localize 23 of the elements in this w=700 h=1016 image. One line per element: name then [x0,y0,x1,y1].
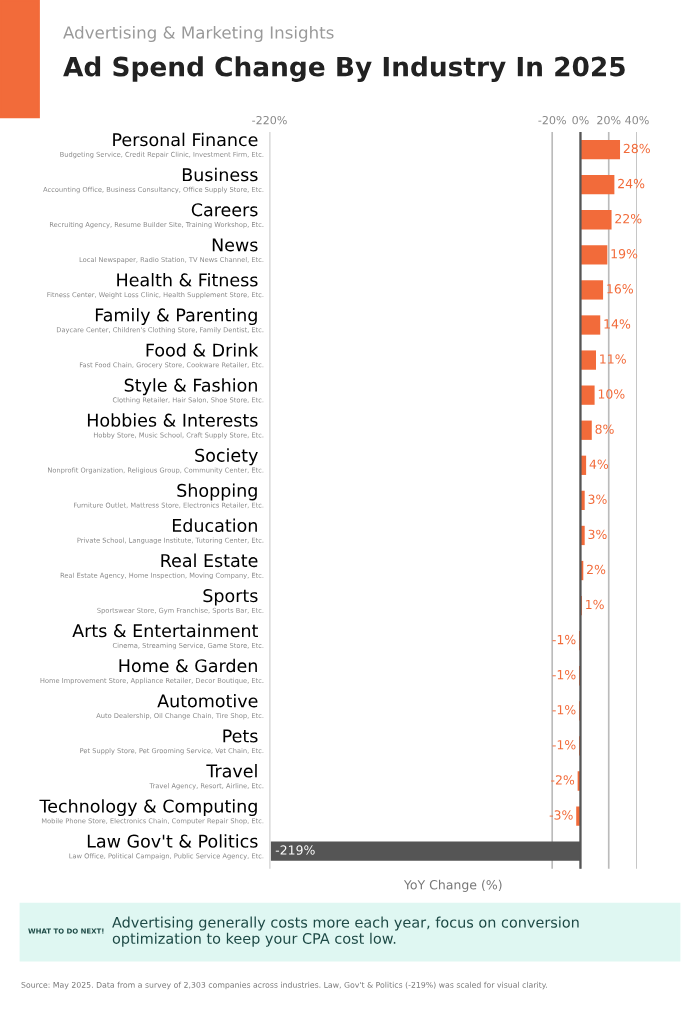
chart-title: Ad Spend Change By Industry In 2025 [63,56,625,82]
y-tick-label: Family & Parenting [95,308,257,325]
y-tick-label: Style & Fashion [124,378,257,396]
y-tick-label: Food & Drink [146,343,259,357]
y-tick-label: Health & Fitness [117,272,258,287]
y-tick-label: Sports [203,588,258,606]
y-tick-label: Home & Garden [119,658,257,673]
y-tick-label: Arts & Entertainment [72,623,258,638]
y-tick-label: Hobbies & Interests [87,413,258,427]
y-tick-label: Shopping [177,483,257,501]
y-tick-label: Business [182,167,258,182]
y-tick-label: Law Gov't & Politics [87,834,258,848]
chart-subtitle: Advertising & Marketing Insights [63,25,334,43]
y-tick-label: Automotive [157,693,258,708]
y-tick-label: News [212,238,258,252]
y-tick-label: Careers [191,203,258,217]
y-tick-label: Personal Finance [113,132,258,147]
y-tick-label: Real Estate [161,553,258,568]
y-tick-label: Travel [206,764,257,778]
y-tick-label: Pets [223,729,258,743]
y-tick-label: Society [195,448,258,466]
y-tick-label: Technology & Computing [39,799,257,817]
y-tick-label: Education [172,518,257,533]
